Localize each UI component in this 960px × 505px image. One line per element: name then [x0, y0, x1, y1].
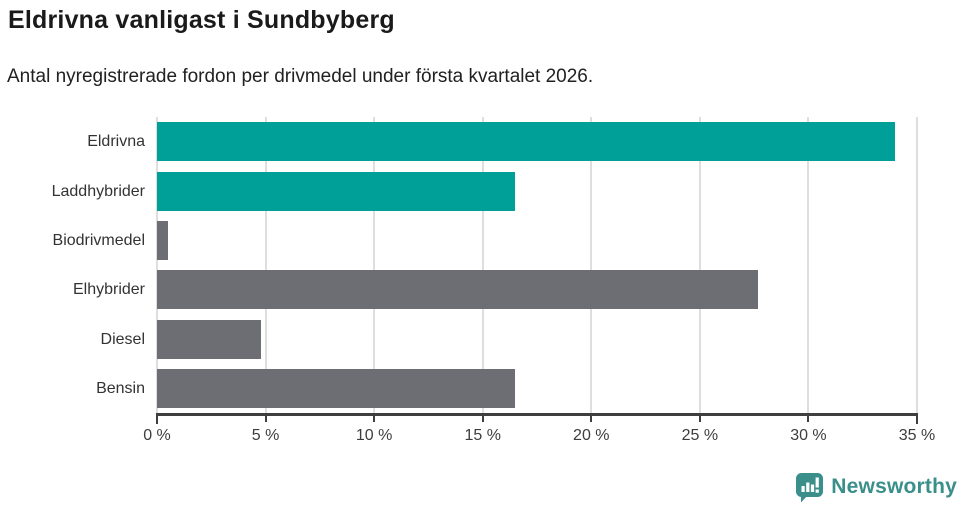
category-label: Laddhybrider [51, 183, 145, 200]
bar-eldrivna [157, 122, 896, 161]
brand-name: Newsworthy [831, 475, 957, 498]
gridline [807, 117, 810, 413]
x-tick [373, 413, 376, 422]
bar-elhybrider [157, 270, 759, 309]
bar-laddhybrider [157, 172, 516, 211]
category-label: Diesel [100, 331, 145, 348]
plot-area [156, 117, 918, 413]
x-tick-label: 30 % [790, 427, 827, 444]
x-tick [481, 413, 484, 422]
chart-subtitle: Antal nyregistrerade fordon per drivmede… [7, 66, 594, 87]
category-label: Elhybrider [72, 281, 145, 298]
x-tick-label: 35 % [898, 427, 936, 444]
x-tick-label: 20 % [573, 427, 610, 444]
category-label: Eldrivna [87, 133, 145, 150]
gridline [916, 117, 918, 413]
gridline [264, 117, 267, 413]
chart-title: Eldrivna vanligast i Sundbyberg [8, 6, 395, 34]
bar-bensin [157, 369, 516, 408]
category-label: Biodrivmedel [52, 232, 145, 249]
gridline [590, 117, 593, 413]
x-tick-label: 25 % [681, 427, 719, 444]
category-label: Bensin [96, 380, 145, 397]
x-tick [698, 413, 701, 422]
x-tick-label: 10 % [355, 427, 393, 444]
x-axis: 0 % 5 % 10 % 15 % 20 % 25 % 30 % 35 % [143, 413, 935, 458]
bar-biodrivmedel [157, 221, 168, 260]
x-tick [590, 413, 593, 422]
x-tick [807, 413, 810, 422]
gridline [481, 117, 484, 413]
gridline [156, 117, 158, 413]
y-axis-labels: Eldrivna Laddhybrider Biodrivmedel Elhybrid… [0, 117, 145, 413]
gridline [373, 117, 376, 413]
x-tick [156, 413, 158, 424]
newsworthy-brand-link[interactable]: Newsworthy [795, 471, 957, 503]
x-tick-label: 15 % [464, 427, 501, 444]
newsworthy-logo-icon [795, 472, 824, 503]
gridline [698, 117, 701, 413]
x-tick-label: 0 % [143, 427, 171, 444]
bar-diesel [157, 320, 262, 359]
x-axis-line [157, 413, 917, 416]
x-tick-label: 5 % [251, 427, 280, 444]
x-tick [264, 413, 267, 422]
x-tick [916, 413, 918, 424]
